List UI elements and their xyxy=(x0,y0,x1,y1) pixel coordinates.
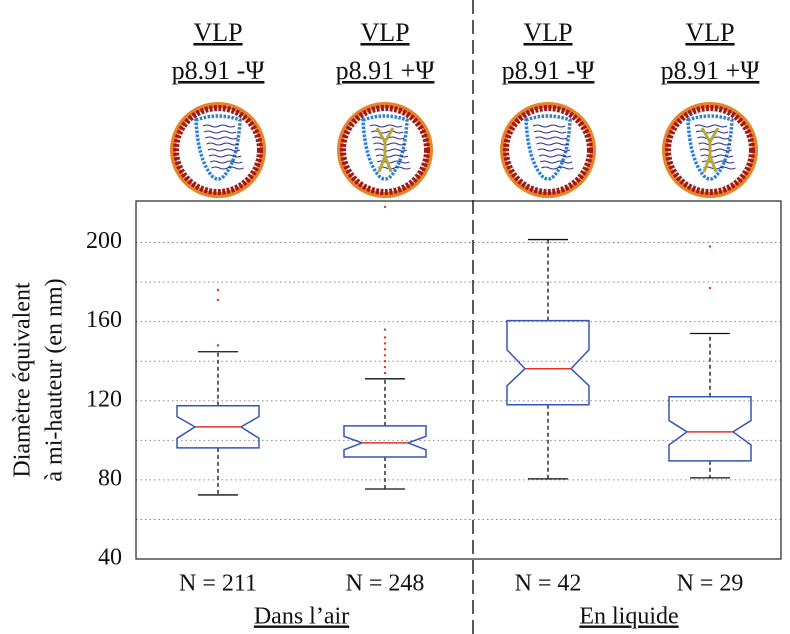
vlp-icon xyxy=(662,102,758,198)
outlier xyxy=(216,288,220,292)
icon-rna xyxy=(536,142,569,146)
icon-rna xyxy=(375,154,409,158)
outlier xyxy=(216,298,220,302)
icon-rna xyxy=(211,166,244,170)
icon-rna xyxy=(695,130,729,134)
category-label: p8.91 +Ψ xyxy=(661,56,761,85)
n-label: N = 42 xyxy=(515,571,582,597)
icon-rna xyxy=(202,124,236,128)
outlier xyxy=(383,371,387,375)
vlp-icon xyxy=(170,102,266,198)
outlier xyxy=(383,336,387,339)
n-label: N = 248 xyxy=(346,571,425,597)
outlier xyxy=(383,348,387,351)
category-label: VLP xyxy=(193,18,242,47)
category-label: VLP xyxy=(360,18,409,47)
vlp-icon xyxy=(500,102,596,198)
icon-rna xyxy=(370,130,404,134)
box xyxy=(506,319,590,406)
icon-protein xyxy=(375,127,395,173)
icon-rna xyxy=(538,154,572,158)
icon-rna xyxy=(537,148,571,152)
box xyxy=(668,396,752,462)
icon-capsid xyxy=(524,114,572,181)
y-tick-label: 120 xyxy=(86,386,122,412)
icon-rna xyxy=(700,154,734,158)
icon-rna xyxy=(541,166,574,170)
group-label: Dans l’air xyxy=(254,604,349,630)
icon-rna xyxy=(373,142,406,146)
outlier xyxy=(708,286,712,290)
icon-rna xyxy=(698,142,731,146)
outlier xyxy=(708,245,712,248)
icon-rna xyxy=(205,136,238,140)
icon-capsid xyxy=(194,114,242,181)
icon-rna xyxy=(378,166,411,170)
vlp-icon xyxy=(337,102,433,198)
icon-rna xyxy=(208,154,242,158)
outlier xyxy=(383,365,387,369)
y-tick-label: 200 xyxy=(86,228,122,254)
icon-rna xyxy=(374,148,408,152)
n-label: N = 211 xyxy=(179,571,257,597)
icon-rna xyxy=(203,130,237,134)
category-label: p8.91 -Ψ xyxy=(502,56,596,85)
icon-rna xyxy=(209,160,243,164)
icon-rna xyxy=(539,160,573,164)
outlier xyxy=(383,328,387,331)
y-tick-label: 160 xyxy=(86,307,122,333)
icon-rna xyxy=(532,124,566,128)
category-label: p8.91 +Ψ xyxy=(336,56,436,85)
outlier xyxy=(383,342,387,345)
n-label: N = 29 xyxy=(677,571,744,597)
group-label: En liquide xyxy=(579,604,678,630)
outlier xyxy=(383,360,387,363)
category-label: VLP xyxy=(685,18,734,47)
icon-protein xyxy=(700,127,720,173)
category-label: VLP xyxy=(523,18,572,47)
outlier xyxy=(383,205,387,209)
icon-rna xyxy=(535,136,568,140)
plot-frame xyxy=(135,200,782,560)
outlier xyxy=(383,354,387,357)
y-tick-label: 80 xyxy=(98,465,122,491)
icon-rna xyxy=(533,130,567,134)
box xyxy=(176,404,260,449)
outlier xyxy=(216,344,220,347)
y-axis-title: Diamètre équivalent xyxy=(10,282,36,478)
y-axis-title: à mi-hauteur (en nm) xyxy=(42,278,68,481)
icon-rna xyxy=(369,124,403,128)
box xyxy=(343,425,427,458)
icon-rna xyxy=(694,124,728,128)
icon-rna xyxy=(703,166,736,170)
category-label: p8.91 -Ψ xyxy=(172,56,266,85)
icon-rna xyxy=(207,148,241,152)
icon-rna xyxy=(699,148,733,152)
y-tick-label: 40 xyxy=(98,545,122,571)
icon-rna xyxy=(206,142,239,146)
